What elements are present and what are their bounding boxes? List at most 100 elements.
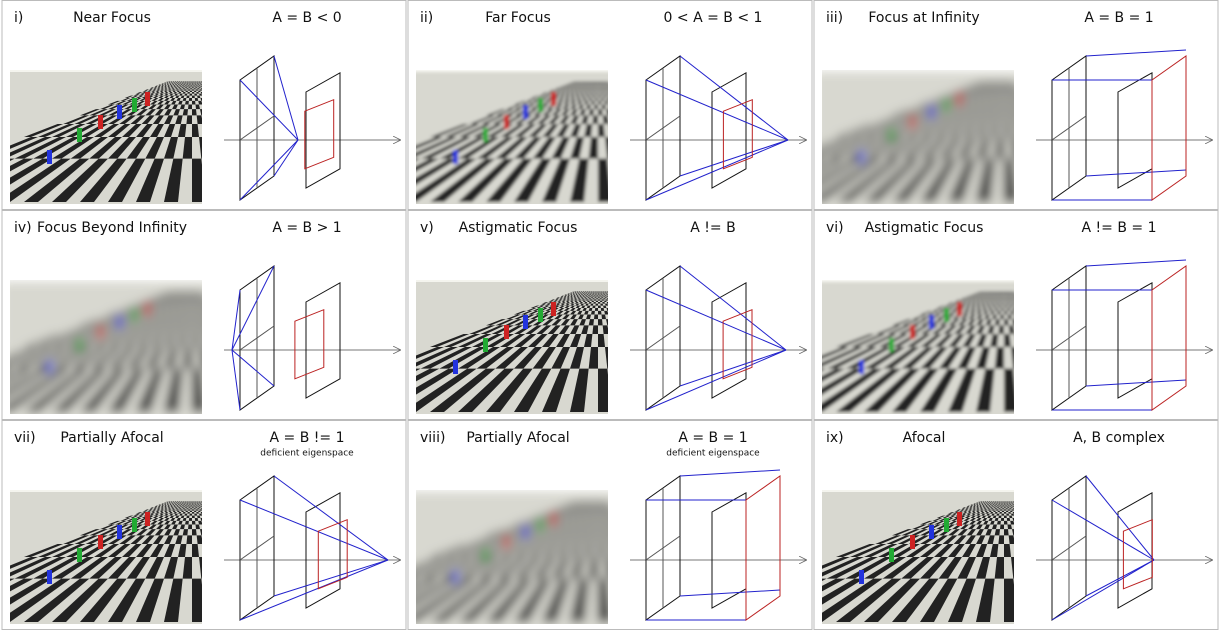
front-plane: [305, 71, 341, 189]
panel-numeral: ix): [826, 430, 844, 446]
ray: [679, 55, 789, 141]
panel: vi) Astigmatic Focus A != B = 1: [813, 210, 1219, 420]
panel-formula: A != B: [690, 220, 735, 236]
panel-border: [1, 0, 407, 210]
panel-title: Focus at Infinity: [868, 10, 979, 26]
checkerboard: [416, 280, 608, 414]
ray: [239, 79, 299, 141]
panel-title: Far Focus: [485, 10, 551, 26]
panel-title: Partially Afocal: [60, 430, 163, 446]
ray: [231, 349, 275, 387]
image-plane: [1122, 518, 1153, 590]
panel-numeral: v): [420, 220, 434, 236]
front-plane: [1117, 491, 1153, 609]
panel-note: deficient eigenspace: [260, 449, 354, 459]
ray: [273, 559, 389, 597]
ray: [679, 139, 789, 177]
panel-note: deficient eigenspace: [666, 449, 760, 459]
ray: [273, 55, 299, 141]
front-plane: [1117, 281, 1153, 399]
front-plane: [711, 491, 747, 609]
image-plane: [722, 308, 753, 380]
ray: [1051, 559, 1155, 621]
ray: [1085, 259, 1187, 267]
render-image: [416, 280, 608, 414]
checkerboard: [416, 70, 608, 204]
image-plane: [304, 98, 335, 170]
panel-numeral: vii): [14, 430, 36, 446]
ray: [679, 469, 781, 477]
panel-formula: A = B = 1: [678, 430, 747, 446]
render-image: [10, 70, 202, 204]
ray: [273, 139, 299, 177]
panel-title: Near Focus: [73, 10, 151, 26]
front-plane: [711, 71, 747, 189]
ray: [645, 349, 787, 411]
image-plane: [1151, 265, 1187, 411]
ray: [239, 559, 389, 621]
ray: [1085, 49, 1187, 57]
ray: [239, 499, 389, 561]
render-image: [822, 280, 1014, 414]
panel-border: [1, 210, 407, 420]
ray: [1085, 379, 1187, 387]
panel-border: [813, 210, 1219, 420]
panel-numeral: vi): [826, 220, 844, 236]
panel-formula: A, B complex: [1073, 430, 1165, 446]
image-plane: [722, 98, 753, 170]
panel-formula: 0 < A = B < 1: [664, 10, 763, 26]
checkerboard: [10, 280, 202, 414]
panel-title: Afocal: [903, 430, 946, 446]
panel: iii) Focus at Infinity A = B = 1: [813, 0, 1219, 210]
ray: [231, 349, 241, 411]
panel-formula: A != B = 1: [1082, 220, 1157, 236]
ray: [679, 265, 787, 351]
panel-formula: A = B = 1: [1084, 10, 1153, 26]
panel: iv) Focus Beyond Infinity A = B > 1: [1, 210, 407, 420]
ray: [231, 289, 241, 351]
panel-title: Partially Afocal: [466, 430, 569, 446]
panel-border: [813, 0, 1219, 210]
image-plane: [294, 308, 325, 380]
panel-numeral: iii): [826, 10, 843, 26]
checkerboard: [10, 70, 202, 204]
panel-border: [407, 0, 813, 210]
panel-numeral: viii): [420, 430, 445, 446]
ray: [1051, 499, 1155, 561]
panel-numeral: ii): [420, 10, 433, 26]
ray: [239, 139, 299, 201]
front-plane: [305, 491, 341, 609]
ray: [645, 79, 789, 141]
panel-title: Focus Beyond Infinity: [37, 220, 187, 236]
panel-formula: A = B > 1: [272, 220, 341, 236]
ray: [679, 349, 787, 387]
ray: [231, 265, 275, 351]
panel-title: Astigmatic Focus: [865, 220, 984, 236]
image-plane: [1151, 55, 1187, 201]
panel-border: [407, 210, 813, 420]
ray: [1085, 475, 1155, 561]
image-plane: [317, 518, 348, 590]
panel-formula: A = B != 1: [270, 430, 345, 446]
front-plane: [305, 281, 341, 399]
ray: [1085, 559, 1155, 597]
render-image: [822, 70, 1014, 204]
front-plane: [711, 281, 747, 399]
ray: [679, 589, 781, 597]
ray: [273, 475, 389, 561]
panel: vii) Partially Afocal A = B != 1 deficient …: [1, 420, 407, 630]
image-plane: [745, 475, 781, 621]
ray: [1085, 169, 1187, 177]
render-image: [10, 280, 202, 414]
render-image: [416, 70, 608, 204]
checkerboard: [822, 70, 1014, 204]
panel: v) Astigmatic Focus A != B: [407, 210, 813, 420]
panel: i) Near Focus A = B < 0: [1, 0, 407, 210]
panel: ii) Far Focus 0 < A = B < 1: [407, 0, 813, 210]
ray: [645, 139, 789, 201]
panel-title: Astigmatic Focus: [459, 220, 578, 236]
checkerboard: [822, 280, 1014, 414]
panel-numeral: i): [14, 10, 23, 26]
ray: [645, 289, 787, 351]
